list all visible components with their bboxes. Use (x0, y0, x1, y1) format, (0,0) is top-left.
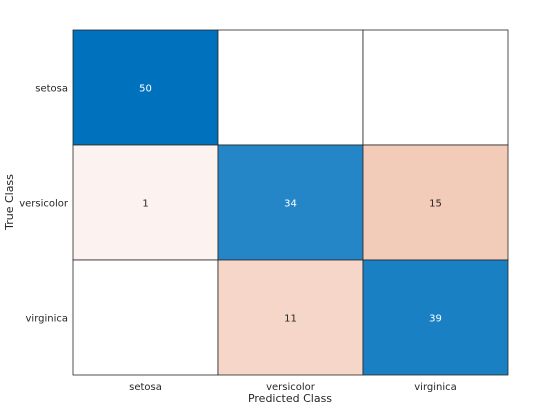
matrix-cell-versicolor-versicolor (217, 144, 364, 261)
matrix-cell-virginica-setosa (72, 259, 219, 376)
y-axis-label: True Class (3, 174, 16, 231)
x-axis-label: Predicted Class (248, 392, 332, 405)
cell-value-versicolor-virginica: 15 (429, 199, 442, 210)
matrix-cell-virginica-versicolor (217, 259, 364, 376)
matrix-cell-virginica-virginica (362, 259, 509, 376)
matrix-cell-versicolor-setosa (72, 144, 219, 261)
x-tick-virginica: virginica (414, 382, 457, 393)
matrix-cell-setosa-setosa (72, 29, 219, 146)
matrix-cell-labels: 50 1 34 15 11 39 (139, 84, 442, 325)
cell-value-versicolor-setosa: 1 (142, 199, 148, 210)
matrix-cells (72, 29, 509, 376)
matrix-cell-versicolor-virginica (362, 144, 509, 261)
cell-value-virginica-virginica: 39 (429, 314, 442, 325)
x-tick-setosa: setosa (129, 382, 162, 393)
y-tick-virginica: virginica (26, 314, 69, 325)
matrix-cell-setosa-versicolor (217, 29, 364, 146)
x-tick-versicolor: versicolor (266, 382, 316, 393)
x-tick-labels: setosa versicolor virginica (129, 382, 457, 393)
cell-value-setosa-setosa: 50 (139, 84, 152, 95)
cell-value-virginica-versicolor: 11 (284, 314, 297, 325)
y-tick-setosa: setosa (35, 84, 68, 95)
y-tick-labels: setosa versicolor virginica (19, 84, 69, 325)
cell-value-versicolor-versicolor: 34 (284, 199, 297, 210)
y-tick-versicolor: versicolor (19, 199, 69, 210)
matrix-cell-setosa-virginica (362, 29, 509, 146)
